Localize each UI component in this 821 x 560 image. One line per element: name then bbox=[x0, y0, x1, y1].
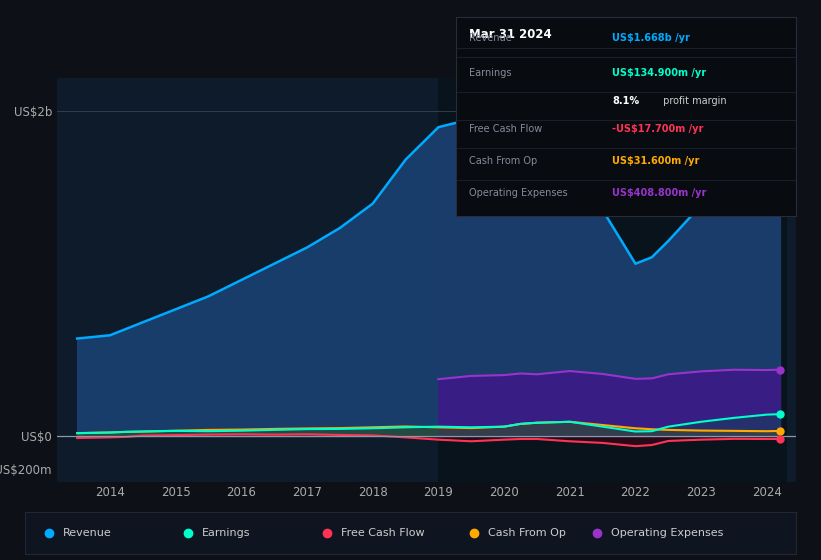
Text: US$31.600m /yr: US$31.600m /yr bbox=[612, 156, 699, 166]
Text: Operating Expenses: Operating Expenses bbox=[470, 188, 568, 198]
Text: Mar 31 2024: Mar 31 2024 bbox=[470, 28, 552, 41]
Text: Cash From Op: Cash From Op bbox=[470, 156, 538, 166]
Text: Revenue: Revenue bbox=[63, 529, 112, 538]
Text: Free Cash Flow: Free Cash Flow bbox=[341, 529, 424, 538]
Text: Earnings: Earnings bbox=[470, 68, 511, 78]
Text: Free Cash Flow: Free Cash Flow bbox=[470, 124, 543, 134]
Text: 8.1%: 8.1% bbox=[612, 96, 640, 106]
Bar bbox=[438, 78, 787, 482]
Text: US$134.900m /yr: US$134.900m /yr bbox=[612, 68, 707, 78]
Text: US$1.668b /yr: US$1.668b /yr bbox=[612, 32, 690, 43]
Text: Revenue: Revenue bbox=[470, 32, 512, 43]
Text: profit margin: profit margin bbox=[660, 96, 727, 106]
Text: Cash From Op: Cash From Op bbox=[488, 529, 566, 538]
Text: -US$17.700m /yr: -US$17.700m /yr bbox=[612, 124, 704, 134]
Text: Operating Expenses: Operating Expenses bbox=[611, 529, 723, 538]
Text: US$408.800m /yr: US$408.800m /yr bbox=[612, 188, 707, 198]
Text: Earnings: Earnings bbox=[202, 529, 250, 538]
